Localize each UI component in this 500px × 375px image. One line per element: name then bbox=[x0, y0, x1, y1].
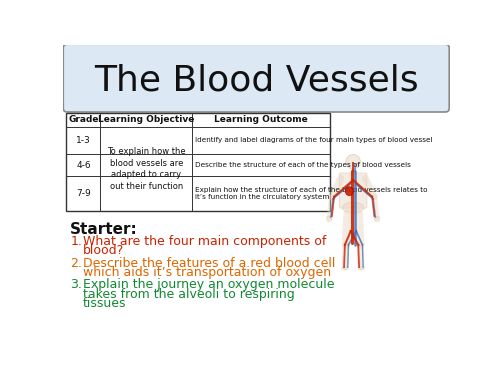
Text: What are the four main components of: What are the four main components of bbox=[82, 235, 326, 248]
Ellipse shape bbox=[342, 267, 348, 270]
Text: Identify and label diagrams of the four main types of blood vessel: Identify and label diagrams of the four … bbox=[195, 138, 432, 144]
Text: tissues: tissues bbox=[82, 297, 126, 310]
FancyBboxPatch shape bbox=[64, 44, 449, 112]
Text: 4-6: 4-6 bbox=[76, 160, 90, 170]
Text: 7-9: 7-9 bbox=[76, 189, 91, 198]
Text: 2.: 2. bbox=[70, 257, 82, 270]
Text: Describe the features of a red blood cell: Describe the features of a red blood cel… bbox=[82, 257, 335, 270]
Text: 1.: 1. bbox=[70, 235, 82, 248]
Text: takes from the alveoli to respiring: takes from the alveoli to respiring bbox=[82, 288, 294, 300]
Text: 1-3: 1-3 bbox=[76, 136, 91, 145]
Text: Explain the journey an oxygen molecule: Explain the journey an oxygen molecule bbox=[82, 278, 334, 291]
Circle shape bbox=[374, 216, 380, 222]
Bar bbox=[351, 169, 356, 174]
Text: Explain how the structure of each of the blood vessels relates to
it’s function : Explain how the structure of each of the… bbox=[195, 187, 428, 200]
Text: Describe the structure of each of the types of blood vessels: Describe the structure of each of the ty… bbox=[195, 162, 411, 168]
Text: blood?: blood? bbox=[82, 244, 124, 257]
Text: 3.: 3. bbox=[70, 278, 82, 291]
Text: Learning Objective: Learning Objective bbox=[98, 115, 194, 124]
Text: Learning Outcome: Learning Outcome bbox=[214, 115, 308, 124]
Text: The Blood Vessels: The Blood Vessels bbox=[94, 63, 418, 98]
Circle shape bbox=[346, 154, 360, 169]
Ellipse shape bbox=[342, 202, 363, 213]
Text: To explain how the
blood vessels are
adapted to carry
out their function: To explain how the blood vessels are ada… bbox=[107, 147, 186, 190]
Text: Starter:: Starter: bbox=[70, 222, 138, 237]
Circle shape bbox=[326, 216, 332, 222]
Ellipse shape bbox=[358, 267, 365, 270]
Ellipse shape bbox=[346, 187, 353, 195]
Text: Grade: Grade bbox=[68, 115, 98, 124]
FancyBboxPatch shape bbox=[340, 173, 367, 208]
Text: which aids it’s transportation of oxygen: which aids it’s transportation of oxygen bbox=[82, 266, 331, 279]
Bar bbox=[66, 113, 330, 212]
